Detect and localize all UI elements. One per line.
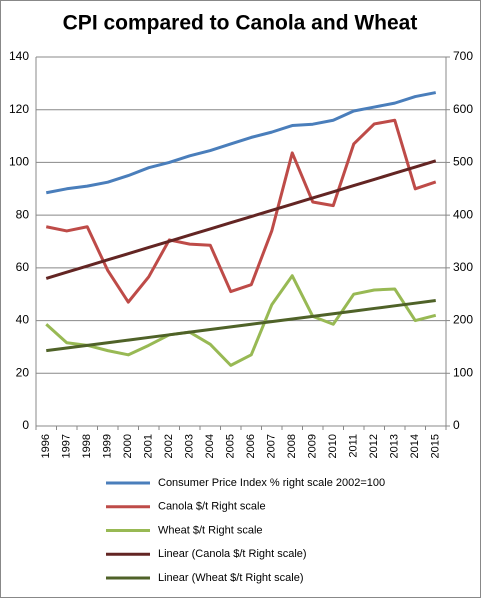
chart-title: CPI compared to Canola and Wheat bbox=[63, 12, 418, 35]
series-line bbox=[46, 299, 436, 353]
legend-label: Wheat $/t Right scale bbox=[158, 524, 263, 536]
y-tick-label: 140 bbox=[9, 49, 29, 63]
legend-label: Canola $/t Right scale bbox=[158, 501, 266, 513]
y2-tick-label: 100 bbox=[453, 365, 473, 379]
x-tick-label: 2015 bbox=[430, 434, 442, 458]
x-tick-label: 2014 bbox=[409, 434, 421, 458]
y-tick-label: 0 bbox=[22, 418, 29, 432]
x-tick-label: 2003 bbox=[184, 434, 196, 458]
legend-label: Consumer Price Index % right scale 2002=… bbox=[158, 477, 385, 489]
y-tick-label: 60 bbox=[16, 260, 30, 274]
legend-label: Linear (Wheat $/t Right scale) bbox=[158, 572, 304, 584]
y-tick-label: 40 bbox=[16, 313, 30, 327]
series-line bbox=[45, 159, 437, 280]
series-line bbox=[45, 274, 437, 367]
x-tick-label: 2001 bbox=[143, 434, 155, 458]
y2-tick-label: 600 bbox=[453, 102, 473, 116]
y2-tick-label: 0 bbox=[453, 418, 460, 432]
x-tick-label: 2000 bbox=[122, 434, 134, 458]
y-tick-label: 120 bbox=[9, 102, 29, 116]
x-tick-label: 2011 bbox=[348, 434, 360, 458]
y-tick-label: 100 bbox=[9, 155, 29, 169]
legend-label: Linear (Canola $/t Right scale) bbox=[158, 548, 307, 560]
y2-tick-label: 700 bbox=[453, 49, 473, 63]
x-tick-label: 2007 bbox=[266, 434, 278, 458]
y2-tick-label: 200 bbox=[453, 313, 473, 327]
x-tick-label: 2009 bbox=[307, 434, 319, 458]
x-tick-label: 2010 bbox=[327, 434, 339, 458]
y-tick-label: 80 bbox=[16, 207, 30, 221]
x-tick-label: 2006 bbox=[245, 434, 257, 458]
y2-tick-label: 300 bbox=[453, 260, 473, 274]
y-tick-label: 20 bbox=[16, 365, 30, 379]
x-tick-label: 1996 bbox=[40, 434, 52, 458]
series-line bbox=[45, 118, 437, 304]
y2-tick-label: 500 bbox=[453, 155, 473, 169]
x-tick-label: 1999 bbox=[102, 434, 114, 458]
series-line bbox=[45, 91, 437, 195]
x-tick-label: 2005 bbox=[225, 434, 237, 458]
x-tick-label: 1998 bbox=[81, 434, 93, 458]
x-tick-label: 2002 bbox=[163, 434, 175, 458]
y2-tick-label: 400 bbox=[453, 207, 473, 221]
x-tick-label: 2013 bbox=[389, 434, 401, 458]
x-tick-label: 2012 bbox=[368, 434, 380, 458]
x-tick-label: 2004 bbox=[204, 434, 216, 458]
x-tick-label: 1997 bbox=[61, 434, 73, 458]
x-tick-label: 2008 bbox=[286, 434, 298, 458]
